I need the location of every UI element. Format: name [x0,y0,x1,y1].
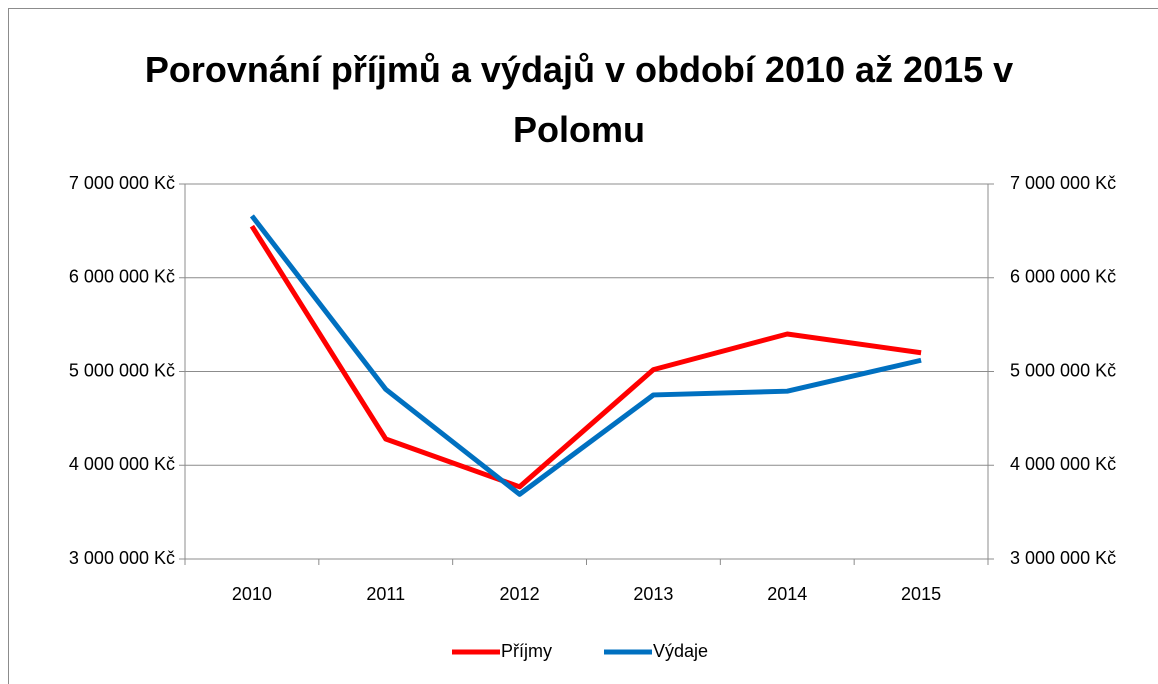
x-tick-label: 2011 [366,584,405,604]
legend-label: Příjmy [501,641,552,661]
x-tick-label: 2010 [232,584,272,604]
y2-tick-label: 6 000 000 Kč [1010,267,1116,287]
x-tick-label: 2014 [767,584,807,604]
chart-border [8,8,1158,684]
y-tick-label: 5 000 000 Kč [69,360,175,380]
y2-tick-label: 4 000 000 Kč [1010,454,1116,474]
y2-tick-label: 5 000 000 Kč [1010,360,1116,380]
x-tick-label: 2012 [500,584,540,604]
x-tick-label: 2013 [633,584,673,604]
chart-title: Porovnání příjmů a výdajů v období 2010 … [144,49,1014,150]
y-tick-label: 3 000 000 Kč [69,548,175,568]
y2-tick-label: 3 000 000 Kč [1010,548,1116,568]
y2-tick-label: 7 000 000 Kč [1010,173,1116,193]
y-tick-label: 4 000 000 Kč [69,454,175,474]
data-line [249,214,922,497]
x-tick-label: 2015 [901,584,941,604]
y-tick-label: 7 000 000 Kč [69,173,175,193]
y-tick-label: 6 000 000 Kč [69,267,175,287]
data-line [249,224,922,490]
legend-label: Výdaje [653,641,708,661]
